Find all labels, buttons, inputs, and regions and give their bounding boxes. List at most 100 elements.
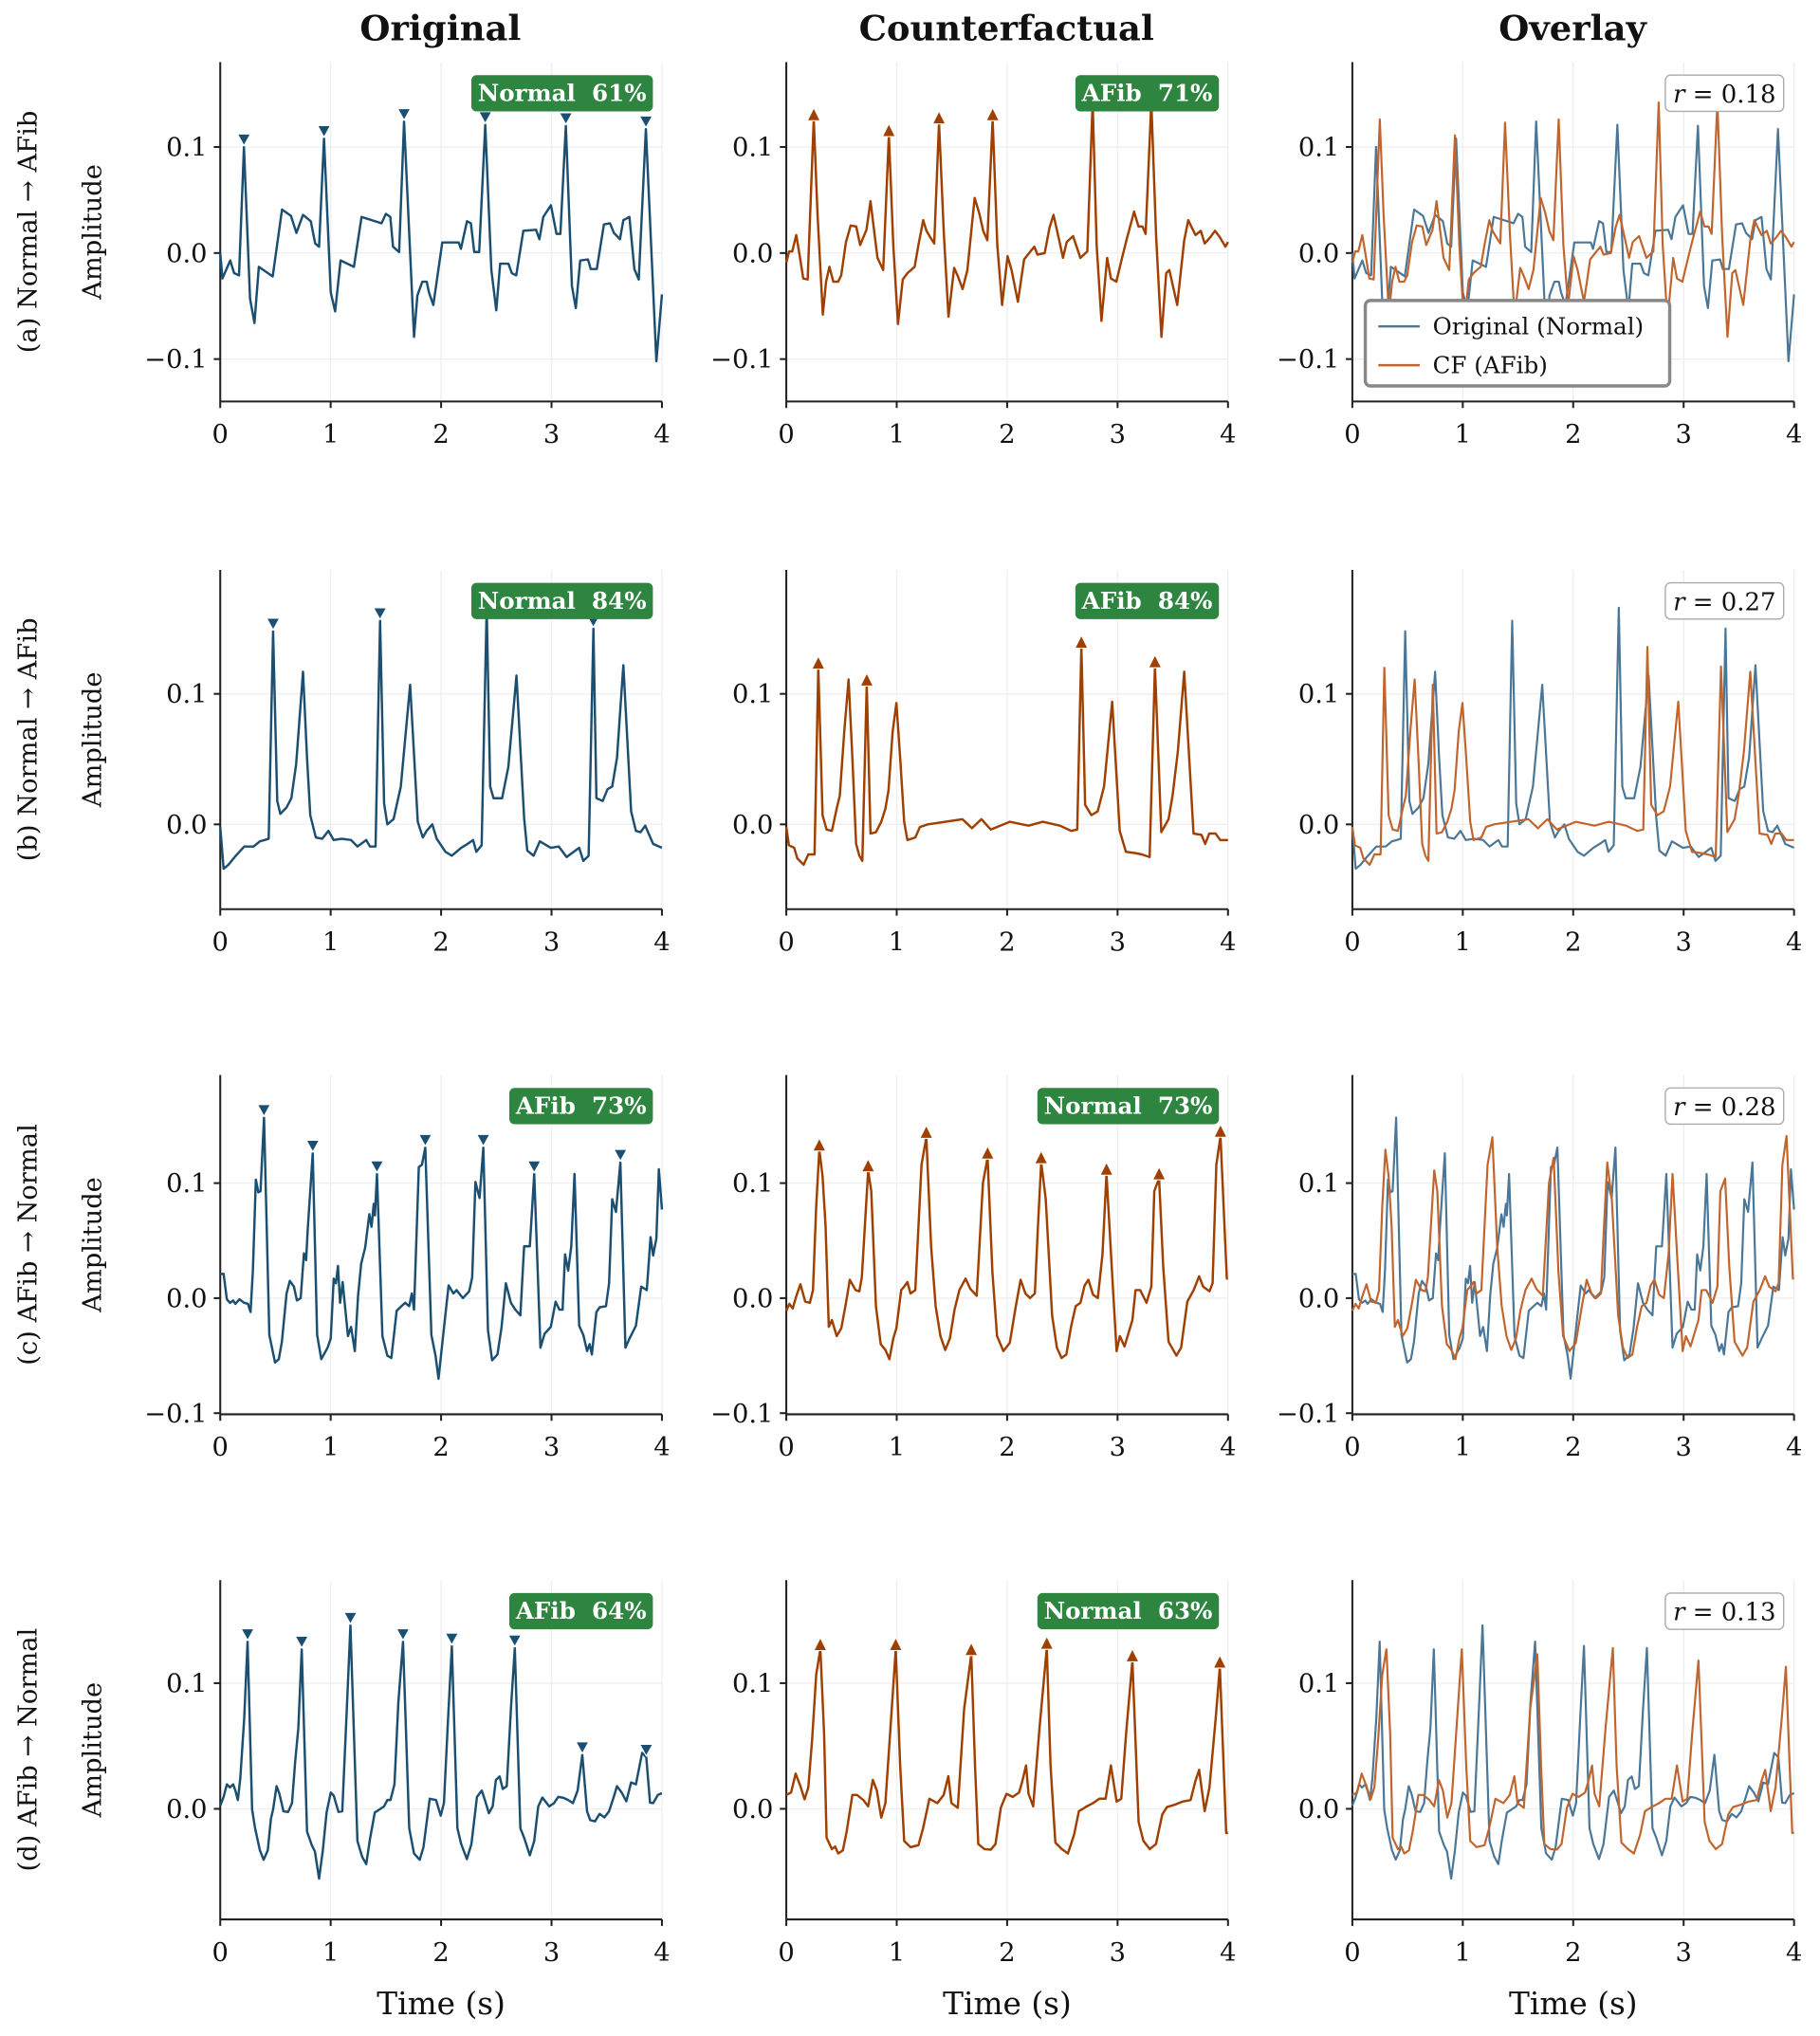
- x-tick-label: 3: [1110, 1433, 1126, 1462]
- original-trace: [218, 606, 663, 871]
- x-tick-label: 1: [322, 420, 339, 449]
- original-trace: [218, 119, 664, 363]
- x-tick-label: 3: [543, 927, 560, 957]
- legend: Original (Normal) CF (AFib): [1363, 299, 1672, 388]
- r-peak-marker: [860, 1157, 876, 1173]
- x-tick-label: 2: [999, 927, 1015, 957]
- r-peak-marker: [613, 1148, 628, 1163]
- r-peak-marker: [1074, 633, 1089, 650]
- correlation-badge-box: [1664, 581, 1785, 620]
- correlation-text: r = 0.27: [1673, 588, 1775, 616]
- prediction-badge-box: [1037, 1592, 1220, 1630]
- r-peak-marker: [506, 1634, 523, 1648]
- y-tick-label: 0.0: [1298, 1284, 1339, 1313]
- x-tick-label: 3: [543, 1433, 560, 1462]
- correlation-text: r = 0.28: [1673, 1093, 1775, 1122]
- correlation-text: r = 0.13: [1673, 1599, 1775, 1627]
- r-peak-marker: [881, 122, 896, 138]
- original-trace: [219, 1623, 663, 1880]
- r-peak-marker: [475, 1133, 491, 1147]
- prediction-badge: AFib 84%: [1075, 582, 1220, 619]
- prediction-badge-box: [509, 1592, 653, 1630]
- x-tick-label: 3: [1676, 927, 1692, 957]
- y-tick-label: −0.1: [144, 1400, 207, 1429]
- overlay-counterfactual-trace: [1351, 1646, 1794, 1855]
- x-tick-label: 2: [432, 927, 449, 957]
- r-peak-marker: [1125, 1647, 1140, 1662]
- x-tick-label: 2: [999, 420, 1015, 449]
- x-tick-label: 3: [1676, 1938, 1692, 1968]
- r-peak-marker: [980, 1145, 996, 1160]
- overlay-counterfactual-trace: [1351, 101, 1795, 339]
- y-tick-label: 0.0: [732, 239, 773, 268]
- correlation-badge: r = 0.13: [1664, 1592, 1785, 1630]
- x-axis-label: Time (s): [943, 1986, 1072, 2022]
- x-tick-label: 4: [653, 927, 670, 957]
- r-peak-marker: [1151, 1165, 1167, 1181]
- r-peak-marker: [964, 1641, 979, 1657]
- column-title-overlay: Overlay: [1498, 7, 1647, 48]
- y-tick-label: 0.1: [732, 1669, 773, 1698]
- x-tick-label: 3: [1676, 420, 1692, 449]
- x-tick-label: 1: [322, 1938, 339, 1968]
- x-tick-label: 1: [1455, 1433, 1471, 1462]
- x-tick-label: 1: [322, 1433, 339, 1462]
- y-tick-label: 0.1: [1298, 134, 1339, 163]
- x-tick-label: 2: [432, 1433, 449, 1462]
- legend-entry: CF (AFib): [1433, 351, 1548, 378]
- x-tick-label: 1: [1455, 927, 1471, 957]
- r-peak-marker: [316, 124, 332, 138]
- x-tick-label: 2: [999, 1433, 1015, 1462]
- r-peak-marker: [811, 654, 826, 670]
- prediction-badge-text: AFib 84%: [1081, 587, 1213, 614]
- x-tick-label: 0: [212, 1938, 229, 1968]
- r-peak-marker: [236, 133, 252, 147]
- r-peak-marker: [918, 1124, 934, 1140]
- prediction-badge-text: Normal 84%: [478, 587, 647, 614]
- y-tick-label: 0.0: [166, 811, 207, 840]
- prediction-badge: Normal 84%: [470, 582, 653, 619]
- prediction-badge-box: [470, 75, 653, 112]
- r-peak-marker: [396, 107, 412, 121]
- r-peak-marker: [859, 671, 874, 687]
- panel-counterfactual-a: 0 1 2 3 4 −0.1 0.0 0.1 AFib 71%: [710, 62, 1236, 449]
- correlation-badge-box: [1664, 1087, 1785, 1126]
- prediction-badge: AFib 71%: [1075, 75, 1220, 112]
- r-peak-marker: [1212, 1654, 1227, 1669]
- r-peak-marker: [1148, 653, 1163, 669]
- y-axis-label: Amplitude: [79, 1682, 108, 1819]
- x-tick-label: 0: [212, 927, 229, 957]
- row-label: (d) AFib → Normal: [13, 1628, 43, 1872]
- x-axis-label: Time (s): [377, 1986, 506, 2022]
- counterfactual-trace: [784, 1134, 1228, 1361]
- overlay-counterfactual-trace: [1351, 646, 1794, 867]
- r-peak-marker: [417, 1133, 433, 1147]
- r-peak-marker: [806, 106, 821, 121]
- y-tick-label: 0.0: [732, 1284, 773, 1313]
- counterfactual-trace: [784, 101, 1229, 339]
- x-tick-label: 3: [1110, 1938, 1126, 1968]
- r-peak-marker: [1213, 1123, 1228, 1138]
- y-tick-label: 0.1: [732, 680, 773, 709]
- y-tick-label: 0.1: [1298, 1169, 1339, 1199]
- x-tick-label: 0: [778, 927, 794, 957]
- y-tick-label: 0.0: [732, 1795, 773, 1825]
- panel-original-c: 0 1 2 3 4 −0.1 0.0 0.1 AFib 73%: [144, 1074, 671, 1462]
- r-peak-marker: [558, 112, 574, 126]
- y-tick-label: 0.0: [1298, 239, 1339, 268]
- prediction-badge: Normal 61%: [470, 75, 653, 112]
- panel-counterfactual-b: 0 1 2 3 4 0.0 0.1 AFib 84%: [732, 569, 1236, 957]
- r-symbol: r: [1673, 1599, 1686, 1627]
- column-title-original: Original: [359, 7, 521, 48]
- r-peak-marker: [813, 1636, 828, 1652]
- r-peak-marker: [342, 1611, 358, 1625]
- x-tick-label: 3: [543, 1938, 560, 1968]
- panel-overlay-a: 0 1 2 3 4 −0.1 0.0 0.1 r = 0.18 Original (Normal)…: [1277, 62, 1802, 449]
- panel-counterfactual-d: 0 1 2 3 4 0.0 0.1 Time (s) Normal 63%: [732, 1580, 1236, 2022]
- x-tick-label: 1: [889, 1433, 905, 1462]
- prediction-badge-text: AFib 71%: [1081, 80, 1213, 107]
- r-peak-marker: [526, 1160, 542, 1174]
- y-tick-label: 0.1: [1298, 680, 1339, 709]
- x-tick-label: 2: [1565, 927, 1581, 957]
- x-tick-label: 3: [1110, 420, 1126, 449]
